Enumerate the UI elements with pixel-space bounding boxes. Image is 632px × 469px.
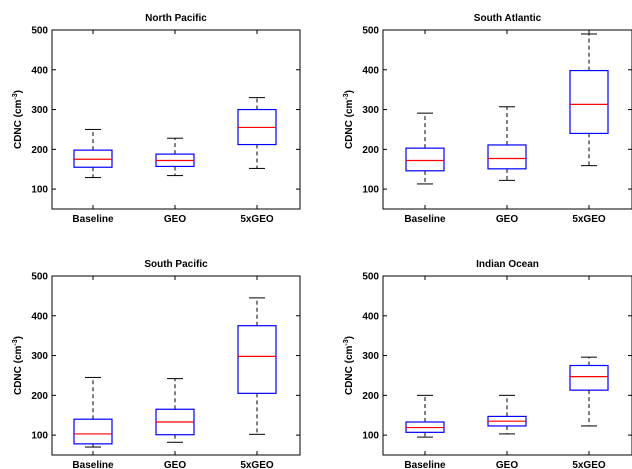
y-tick-label: 500 [31,26,48,37]
box-5xgeo [569,33,609,167]
y-axis-label-exponent: -3 [12,339,19,345]
x-tick-label: 5xGEO [572,214,606,225]
y-tick-label: 400 [362,311,379,322]
y-tick-label: 200 [362,145,379,156]
axes-frame [382,29,632,210]
y-axis-label-text: CDNC (cm [344,99,355,149]
y-tick-label: 300 [362,351,379,362]
box-geo [487,394,527,435]
box-geo [155,137,195,177]
y-axis-label-exponent: -3 [12,93,19,99]
y-tick-label: 300 [31,105,48,116]
panel-title: North Pacific [145,13,207,24]
y-tick-label: 200 [362,391,379,402]
panel-title: South Atlantic [474,13,542,24]
y-tick-label: 100 [362,185,379,196]
iqr-box [569,364,609,391]
y-axis-label-suffix: ) [13,336,24,339]
x-tick-label: 5xGEO [240,214,274,225]
x-tick-label: 5xGEO [240,460,274,469]
y-tick-label: 100 [362,431,379,442]
x-tick-label: Baseline [72,214,114,225]
y-tick-label: 500 [31,272,48,283]
y-axis-label-text: CDNC (cm [344,345,355,395]
y-axis-label-text: CDNC (cm [13,345,24,395]
panel-title: South Pacific [144,259,208,270]
y-tick-label: 400 [31,311,48,322]
y-tick-label: 400 [31,65,48,76]
box-5xgeo [237,97,277,169]
box-geo [487,106,527,181]
y-tick-label: 500 [362,272,379,283]
box-baseline [405,394,445,438]
panel-1: North Pacific CDNC (cm-3) 100 200 300 400 500 B… [12,13,301,225]
box-baseline [405,112,445,185]
panel-2: South Atlantic CDNC (cm-3) 100 200 300 400 500… [343,13,632,225]
x-tick-label: Baseline [404,460,446,469]
x-tick-label: Baseline [404,214,446,225]
box-baseline [73,128,113,179]
y-tick-label: 300 [31,351,48,362]
y-tick-label: 200 [31,145,48,156]
y-axis-label: CDNC (cm-3) [12,90,24,149]
axes-frame [51,29,301,210]
x-tick-label: Baseline [72,460,114,469]
iqr-box [569,69,609,135]
y-axis-label-text: CDNC (cm [13,99,24,149]
iqr-box [487,144,527,170]
axes-frame [51,275,301,456]
y-axis-label: CDNC (cm-3) [12,336,24,395]
x-tick-label: GEO [164,214,186,225]
y-tick-label: 300 [362,105,379,116]
box-baseline [73,376,113,448]
iqr-box [73,418,113,445]
x-tick-label: GEO [496,460,518,469]
y-axis-label-suffix: ) [344,90,355,93]
panel-3: South Pacific CDNC (cm-3) 100 200 300 400 500 B… [12,259,301,469]
y-axis-label-suffix: ) [344,336,355,339]
y-tick-label: 200 [31,391,48,402]
panel-4: Indian Ocean CDNC (cm-3) 100 200 300 400 500 Ba… [343,259,632,469]
y-axis-label: CDNC (cm-3) [343,336,355,395]
y-axis-label: CDNC (cm-3) [343,90,355,149]
y-axis-label-exponent: -3 [343,93,350,99]
iqr-box [405,147,445,172]
x-tick-label: GEO [496,214,518,225]
box-5xgeo [237,297,277,435]
y-tick-label: 100 [31,185,48,196]
box-geo [155,378,195,443]
iqr-box [237,325,277,394]
x-tick-label: 5xGEO [572,460,606,469]
y-axis-label-exponent: -3 [343,339,350,345]
y-tick-label: 400 [362,65,379,76]
y-tick-label: 100 [31,431,48,442]
box-5xgeo [569,356,609,427]
panel-title: Indian Ocean [476,259,539,270]
y-axis-label-suffix: ) [13,90,24,93]
y-tick-label: 500 [362,26,379,37]
x-tick-label: GEO [164,460,186,469]
